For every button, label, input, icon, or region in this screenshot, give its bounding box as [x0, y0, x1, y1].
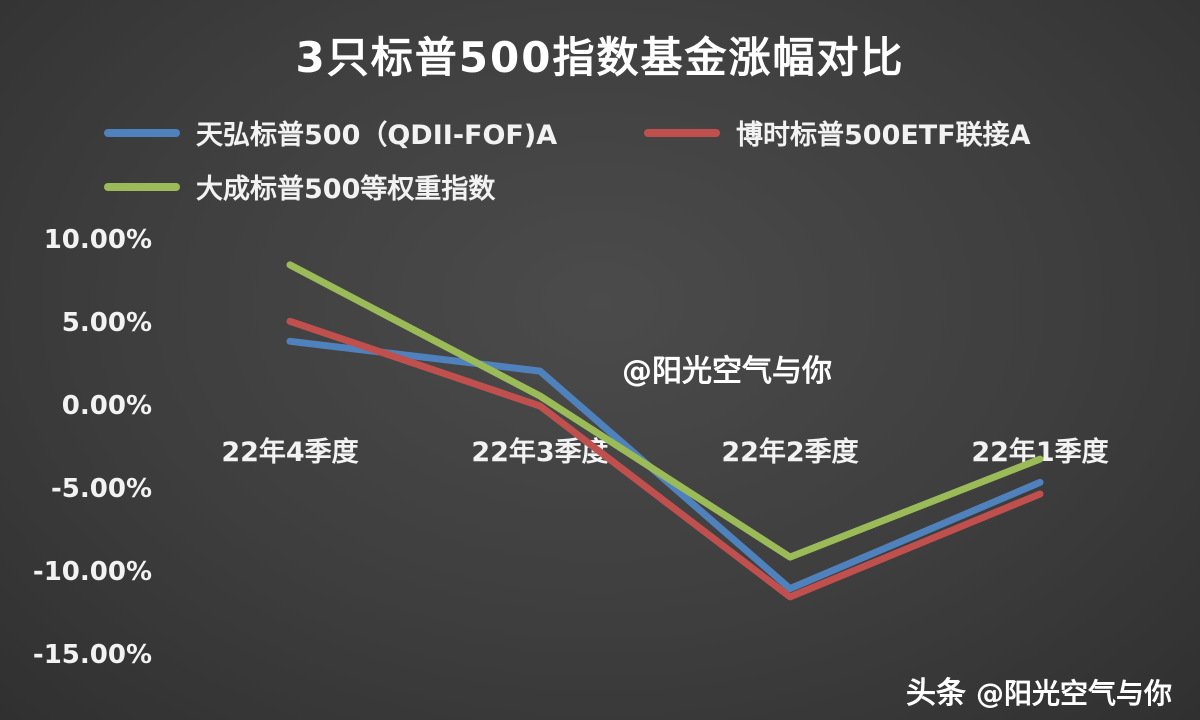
watermark: @阳光空气与你: [622, 354, 832, 389]
footer-credit: 头条 @阳光空气与你: [906, 668, 1172, 712]
footer-handle: @阳光空气与你: [975, 677, 1172, 710]
y-tick-label: 0.00%: [61, 391, 152, 421]
legend-item-boshi: 博时标普500ETF联接A: [644, 113, 1031, 152]
legend-line-swatch-red: [644, 128, 720, 137]
legend-label: 天弘标普500（QDII-FOF)A: [196, 120, 558, 151]
x-category-label: 22年2季度: [721, 437, 859, 468]
y-tick-label: 5.00%: [61, 308, 152, 338]
y-tick-label: -5.00%: [51, 474, 152, 504]
legend-line-swatch-green: [104, 182, 180, 191]
legend-item-dacheng: 大成标普500等权重指数: [104, 167, 495, 206]
series-line: [286, 317, 1044, 601]
legend-label: 博时标普500ETF联接A: [736, 120, 1031, 151]
x-category-label: 22年4季度: [221, 437, 359, 468]
chart-title: 3只标普500指数基金涨幅对比: [295, 33, 905, 82]
legend-line-swatch-blue: [104, 128, 180, 137]
y-tick-label: -10.00%: [32, 557, 152, 587]
legend-item-tianhong: 天弘标普500（QDII-FOF)A: [104, 113, 557, 152]
footer-brand: 头条: [905, 676, 966, 711]
legend-label: 大成标普500等权重指数: [196, 174, 496, 205]
y-tick-label: -15.00%: [32, 640, 152, 670]
y-tick-label: 10.00%: [43, 225, 152, 255]
series-line: [286, 261, 1044, 561]
